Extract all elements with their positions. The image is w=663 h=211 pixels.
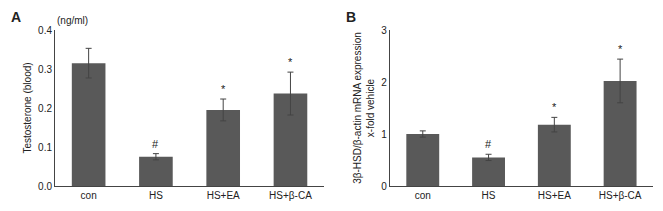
svg-text:HS+EA: HS+EA (207, 190, 240, 201)
svg-text:HS: HS (482, 190, 496, 201)
svg-text:0.1: 0.1 (38, 142, 52, 153)
svg-text:1: 1 (381, 129, 387, 140)
svg-text:3β-HSD/β-actin mRNA expression: 3β-HSD/β-actin mRNA expressionx-fold veh… (352, 32, 376, 184)
svg-text:2: 2 (381, 77, 387, 88)
svg-text:*: * (221, 83, 226, 95)
svg-text:con: con (81, 190, 97, 201)
svg-text:#: # (152, 138, 159, 150)
svg-text:0.3: 0.3 (38, 64, 52, 75)
svg-text:*: * (618, 43, 623, 55)
svg-text:(ng/ml): (ng/ml) (57, 15, 88, 26)
svg-text:0: 0 (381, 181, 387, 192)
svg-text:0.0: 0.0 (38, 181, 52, 192)
svg-text:HS+EA: HS+EA (538, 190, 571, 201)
svg-text:HS+β-CA: HS+β-CA (269, 190, 312, 201)
svg-text:HS+β-CA: HS+β-CA (599, 190, 642, 201)
svg-text:con: con (415, 190, 431, 201)
svg-text:*: * (552, 101, 557, 113)
svg-text:3: 3 (381, 25, 387, 36)
svg-text:#: # (485, 138, 492, 150)
svg-text:0.4: 0.4 (38, 25, 52, 36)
svg-text:*: * (288, 56, 293, 68)
svg-text:HS: HS (149, 190, 163, 201)
svg-text:Testosterone (blood): Testosterone (blood) (22, 62, 33, 153)
svg-text:B: B (346, 9, 356, 25)
svg-text:0.2: 0.2 (38, 103, 52, 114)
svg-text:A: A (11, 9, 21, 25)
